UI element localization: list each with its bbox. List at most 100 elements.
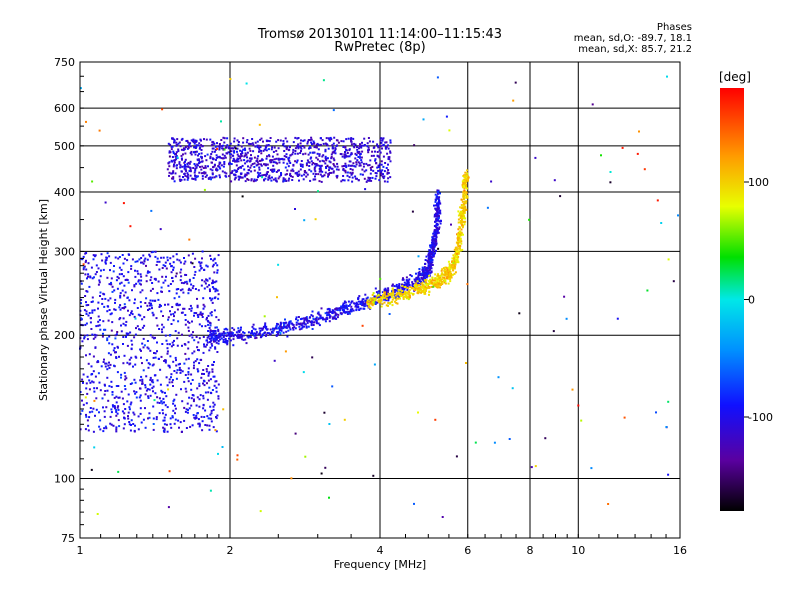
data-point	[310, 138, 313, 141]
data-point	[109, 269, 111, 272]
data-point	[199, 161, 201, 164]
data-point	[265, 139, 268, 142]
x-tick-label: 10	[571, 544, 585, 557]
data-point	[191, 379, 194, 381]
data-point	[123, 294, 126, 297]
data-point	[457, 251, 460, 254]
data-point	[284, 178, 287, 181]
data-point	[279, 139, 282, 142]
data-point	[436, 205, 439, 208]
data-point	[326, 165, 329, 168]
data-point	[436, 189, 439, 192]
data-point	[212, 408, 215, 411]
data-point	[321, 159, 324, 162]
data-point	[311, 310, 314, 313]
data-point	[186, 147, 189, 150]
data-point	[448, 266, 451, 269]
data-point	[85, 304, 88, 307]
data-point	[231, 327, 234, 330]
data-point	[294, 152, 297, 155]
data-point	[297, 316, 300, 318]
data-point	[185, 358, 188, 361]
data-point	[387, 302, 390, 304]
data-point	[244, 338, 247, 341]
data-point	[157, 280, 160, 283]
data-point	[455, 250, 458, 253]
data-point	[161, 409, 164, 412]
data-point	[206, 336, 209, 339]
data-point	[285, 153, 288, 156]
data-point	[233, 150, 236, 153]
data-point	[328, 496, 330, 499]
data-point	[435, 236, 438, 239]
data-point	[254, 179, 257, 182]
data-point	[168, 364, 171, 367]
data-point	[398, 283, 401, 286]
data-point	[169, 417, 172, 420]
data-point	[162, 315, 164, 317]
data-point	[142, 346, 145, 349]
data-point	[165, 275, 167, 278]
data-point	[261, 174, 264, 177]
data-point	[99, 328, 102, 331]
data-point	[209, 176, 212, 179]
y-tick-label: 100	[54, 473, 75, 486]
data-point	[401, 284, 404, 287]
data-point	[429, 252, 432, 255]
data-point	[151, 379, 154, 382]
data-point	[122, 317, 125, 320]
data-point	[124, 378, 127, 381]
data-point	[333, 315, 336, 318]
data-point	[132, 411, 135, 414]
data-point	[347, 300, 350, 303]
data-point	[196, 175, 199, 178]
data-point	[433, 239, 435, 242]
data-point	[508, 438, 511, 440]
data-point	[301, 163, 304, 166]
data-point	[97, 372, 100, 375]
data-point	[209, 391, 212, 394]
data-point	[103, 305, 106, 308]
data-point	[358, 147, 360, 150]
data-point	[312, 317, 315, 320]
data-point	[243, 155, 246, 158]
data-point	[121, 273, 123, 276]
data-point	[203, 188, 206, 191]
data-point	[167, 162, 170, 165]
data-point	[339, 153, 342, 155]
data-point	[235, 160, 238, 163]
data-point	[265, 163, 268, 166]
data-point	[423, 274, 426, 277]
data-point	[119, 296, 122, 299]
data-point	[156, 260, 159, 263]
data-point	[203, 138, 205, 141]
data-point	[189, 289, 192, 292]
data-point	[431, 278, 434, 281]
data-point	[81, 340, 84, 343]
data-point	[163, 428, 166, 431]
data-point	[359, 307, 362, 310]
data-point	[139, 394, 142, 397]
data-point	[163, 423, 166, 426]
data-point	[237, 334, 240, 337]
data-point	[371, 150, 374, 153]
data-point	[263, 178, 265, 181]
data-point	[350, 300, 353, 303]
data-point	[200, 267, 203, 270]
data-point	[349, 153, 352, 156]
data-point	[115, 426, 118, 429]
data-point	[85, 322, 88, 325]
data-point	[144, 384, 147, 387]
data-point	[170, 323, 173, 325]
data-point	[454, 253, 457, 255]
data-point	[275, 325, 278, 328]
data-point	[438, 281, 440, 284]
data-point	[92, 254, 95, 257]
data-point	[590, 467, 593, 470]
data-point	[266, 171, 269, 173]
data-point	[403, 284, 406, 286]
data-point	[212, 331, 215, 334]
data-point	[444, 266, 447, 269]
data-point	[118, 396, 121, 399]
data-point	[454, 251, 457, 254]
